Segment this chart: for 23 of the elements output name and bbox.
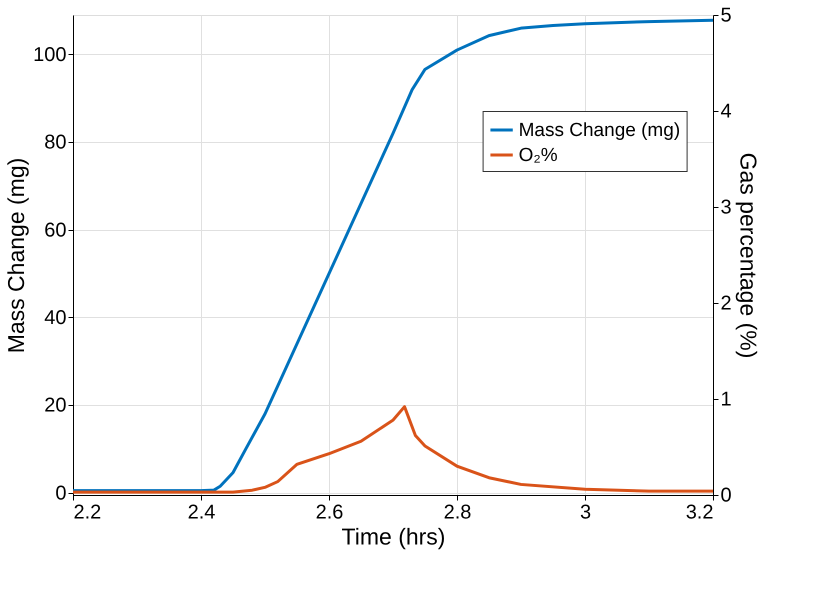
y-axis-title: Mass Change (mg) — [3, 158, 30, 354]
legend-label: Mass Change (mg) — [518, 120, 680, 141]
x-tick-label: 2.6 — [316, 502, 344, 524]
y2-tick-label: 4 — [720, 100, 732, 122]
y-tick-label: 0 — [55, 482, 66, 504]
y2-axis-title: Gas percentage (%) — [736, 152, 762, 358]
y2-tick-label: 3 — [720, 196, 732, 218]
x-tick-label: 3.2 — [686, 502, 714, 524]
x-tick-label: 2.8 — [444, 502, 472, 524]
legend-label: O₂% — [518, 145, 558, 166]
y-tick-label: 60 — [44, 219, 66, 242]
x-axis-title: Time (hrs) — [342, 524, 446, 550]
y2-tick-label: 0 — [720, 484, 732, 506]
y-tick-label: 20 — [44, 394, 66, 417]
x-tick-label: 3 — [580, 502, 592, 524]
y2-tick-label: 5 — [720, 4, 732, 26]
y-tick-label: 80 — [44, 132, 66, 154]
y2-tick-label: 1 — [720, 388, 732, 410]
y-tick-label: 100 — [33, 44, 66, 66]
y-tick-label: 40 — [44, 306, 66, 329]
x-tick-label: 2.4 — [188, 502, 216, 524]
y2-tick-label: 2 — [720, 292, 732, 314]
x-tick-label: 2.2 — [74, 502, 102, 524]
